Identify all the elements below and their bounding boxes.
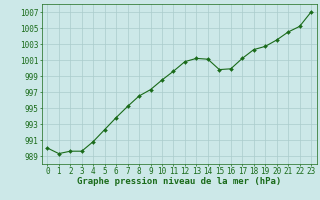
X-axis label: Graphe pression niveau de la mer (hPa): Graphe pression niveau de la mer (hPa) [77,177,281,186]
